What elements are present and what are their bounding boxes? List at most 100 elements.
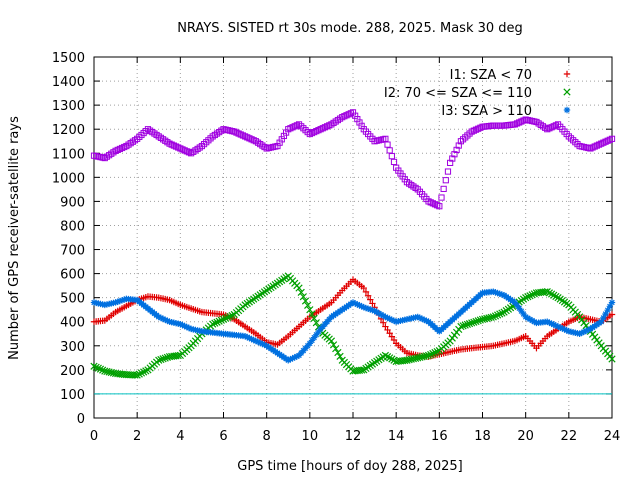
data-point-interp <box>377 311 385 318</box>
data-point-interp <box>250 336 257 344</box>
data-point-interp <box>470 318 478 326</box>
data-point-interp <box>362 288 370 296</box>
data-point-interp <box>531 318 538 325</box>
data-point-interp <box>312 319 320 327</box>
data-point-interp <box>386 354 394 362</box>
data-point-interp <box>442 177 449 184</box>
data-point-interp <box>157 314 165 322</box>
data-point-interp <box>580 328 588 336</box>
data-point <box>608 355 616 363</box>
data-point-interp <box>483 314 491 322</box>
data-point-interp <box>485 314 493 322</box>
data-point-interp <box>585 326 592 334</box>
data-point <box>468 319 476 327</box>
data-point <box>209 320 217 328</box>
data-point-interp <box>364 292 372 299</box>
data-point <box>382 323 389 330</box>
data-point-interp <box>304 301 312 309</box>
axis-layer: 0 2 4 6 8 10 12 14 16 18 20 22 240100200300400500600… <box>52 51 620 444</box>
data-point-interp <box>563 327 570 334</box>
data-point-interp <box>386 330 393 337</box>
data-point-interp <box>103 367 111 376</box>
data-point-interp <box>308 337 316 344</box>
legend-marker-0 <box>563 70 571 78</box>
data-point-interp <box>557 324 564 331</box>
x-tick-label: 0 <box>90 429 98 444</box>
data-point-interp <box>390 336 398 344</box>
data-point-interp <box>224 313 232 322</box>
data-point-interp <box>440 185 447 192</box>
data-point-interp <box>416 353 424 361</box>
data-point-interp <box>383 353 392 361</box>
data-point-interp <box>244 333 251 341</box>
y-tick-label: 400 <box>60 316 85 331</box>
data-point-interp <box>358 303 365 310</box>
y-tick-label: 500 <box>60 292 85 307</box>
data-point-interp <box>289 355 296 362</box>
data-point-interp <box>367 296 374 303</box>
data-point-interp <box>354 301 361 308</box>
series-2 <box>90 288 616 364</box>
data-point-interp <box>107 368 115 377</box>
data-point-interp <box>474 317 482 325</box>
series-3 <box>90 109 616 210</box>
x-tick-label: 20 <box>517 429 534 444</box>
data-point-interp <box>604 306 611 314</box>
series-0 <box>90 276 616 360</box>
data-point-interp <box>367 306 374 313</box>
y-tick-label: 300 <box>60 340 85 355</box>
data-point-interp <box>313 331 320 338</box>
data-point <box>544 318 551 325</box>
data-point-interp <box>114 298 121 305</box>
data-point-interp <box>259 340 266 348</box>
data-point-interp <box>606 303 614 310</box>
data-point-interp <box>213 318 221 326</box>
data-point <box>219 315 228 323</box>
data-point <box>382 135 389 142</box>
data-point-interp <box>388 333 396 340</box>
data-point-interp <box>297 288 305 296</box>
data-point <box>295 284 303 292</box>
data-point-interp <box>140 368 148 376</box>
data-point-interp <box>423 317 430 324</box>
x-tick-label: 6 <box>219 429 227 444</box>
data-point-interp <box>164 317 171 324</box>
data-point-interp <box>498 309 506 317</box>
data-point <box>414 313 421 321</box>
data-point-interp <box>183 323 191 331</box>
data-point-interp <box>429 349 437 358</box>
data-point-interp <box>248 335 255 343</box>
data-point-interp <box>433 347 441 356</box>
y-tick-label: 1000 <box>52 171 85 186</box>
y-tick-label: 200 <box>60 364 85 379</box>
data-point <box>608 299 616 306</box>
data-point-interp <box>390 356 398 364</box>
x-tick-label: 18 <box>474 429 491 444</box>
data-point-interp <box>161 354 169 362</box>
data-point-interp <box>291 354 298 361</box>
data-point-interp <box>481 315 489 323</box>
y-tick-label: 100 <box>60 388 85 403</box>
data-point-interp <box>526 316 534 323</box>
data-point <box>608 311 616 318</box>
data-point <box>478 315 487 323</box>
data-point <box>522 313 529 321</box>
data-point-interp <box>142 367 150 375</box>
data-point <box>414 354 422 362</box>
data-point-interp <box>528 291 536 299</box>
data-point <box>382 313 389 321</box>
data-point-interp <box>92 363 100 371</box>
data-point-interp <box>459 322 467 330</box>
data-point-interp <box>384 141 391 148</box>
data-point-interp <box>256 339 264 347</box>
data-point <box>252 337 260 345</box>
legend-marker-1 <box>563 88 571 96</box>
y-tick-label: 800 <box>60 219 85 234</box>
data-point <box>371 307 378 315</box>
data-point <box>349 299 357 306</box>
data-point <box>177 320 184 328</box>
data-point-interp <box>545 289 554 297</box>
data-point-interp <box>217 316 225 324</box>
data-point-interp <box>384 314 391 322</box>
